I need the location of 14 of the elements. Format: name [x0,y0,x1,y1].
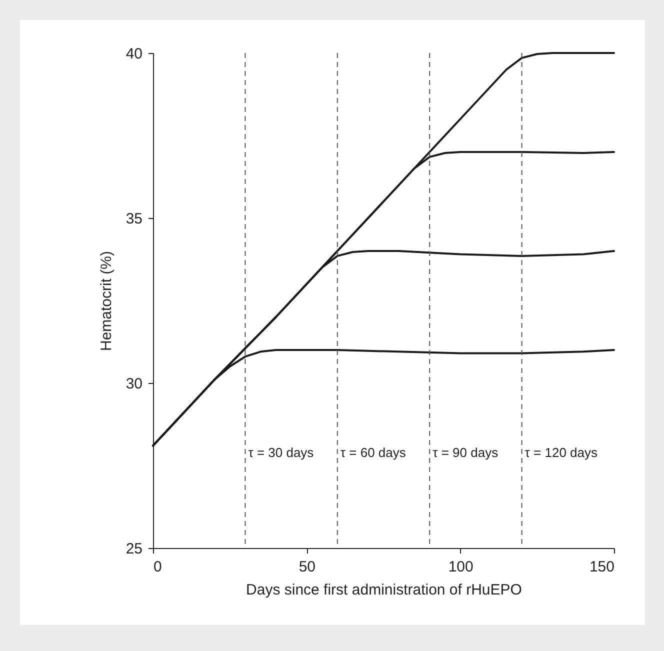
ref-line-label: τ = 30 days [248,445,314,460]
x-tick-label: 100 [448,558,474,576]
y-tick-label: 25 [126,540,142,558]
x-tick-label: 0 [154,558,162,576]
y-tick-label: 40 [126,46,142,62]
ref-line-label: τ = 90 days [432,445,499,460]
x-axis-title: Days since first administration of rHuEPO [246,582,522,598]
x-tick-label: 150 [589,558,614,576]
ref-line-label: τ = 60 days [340,445,406,460]
y-tick-label: 30 [126,376,142,392]
y-axis-title: Hematocrit (%) [98,250,115,352]
x-tick-label: 50 [298,558,316,576]
y-tick-label: 35 [126,210,142,228]
ref-line-label: τ = 120 days [524,445,598,460]
